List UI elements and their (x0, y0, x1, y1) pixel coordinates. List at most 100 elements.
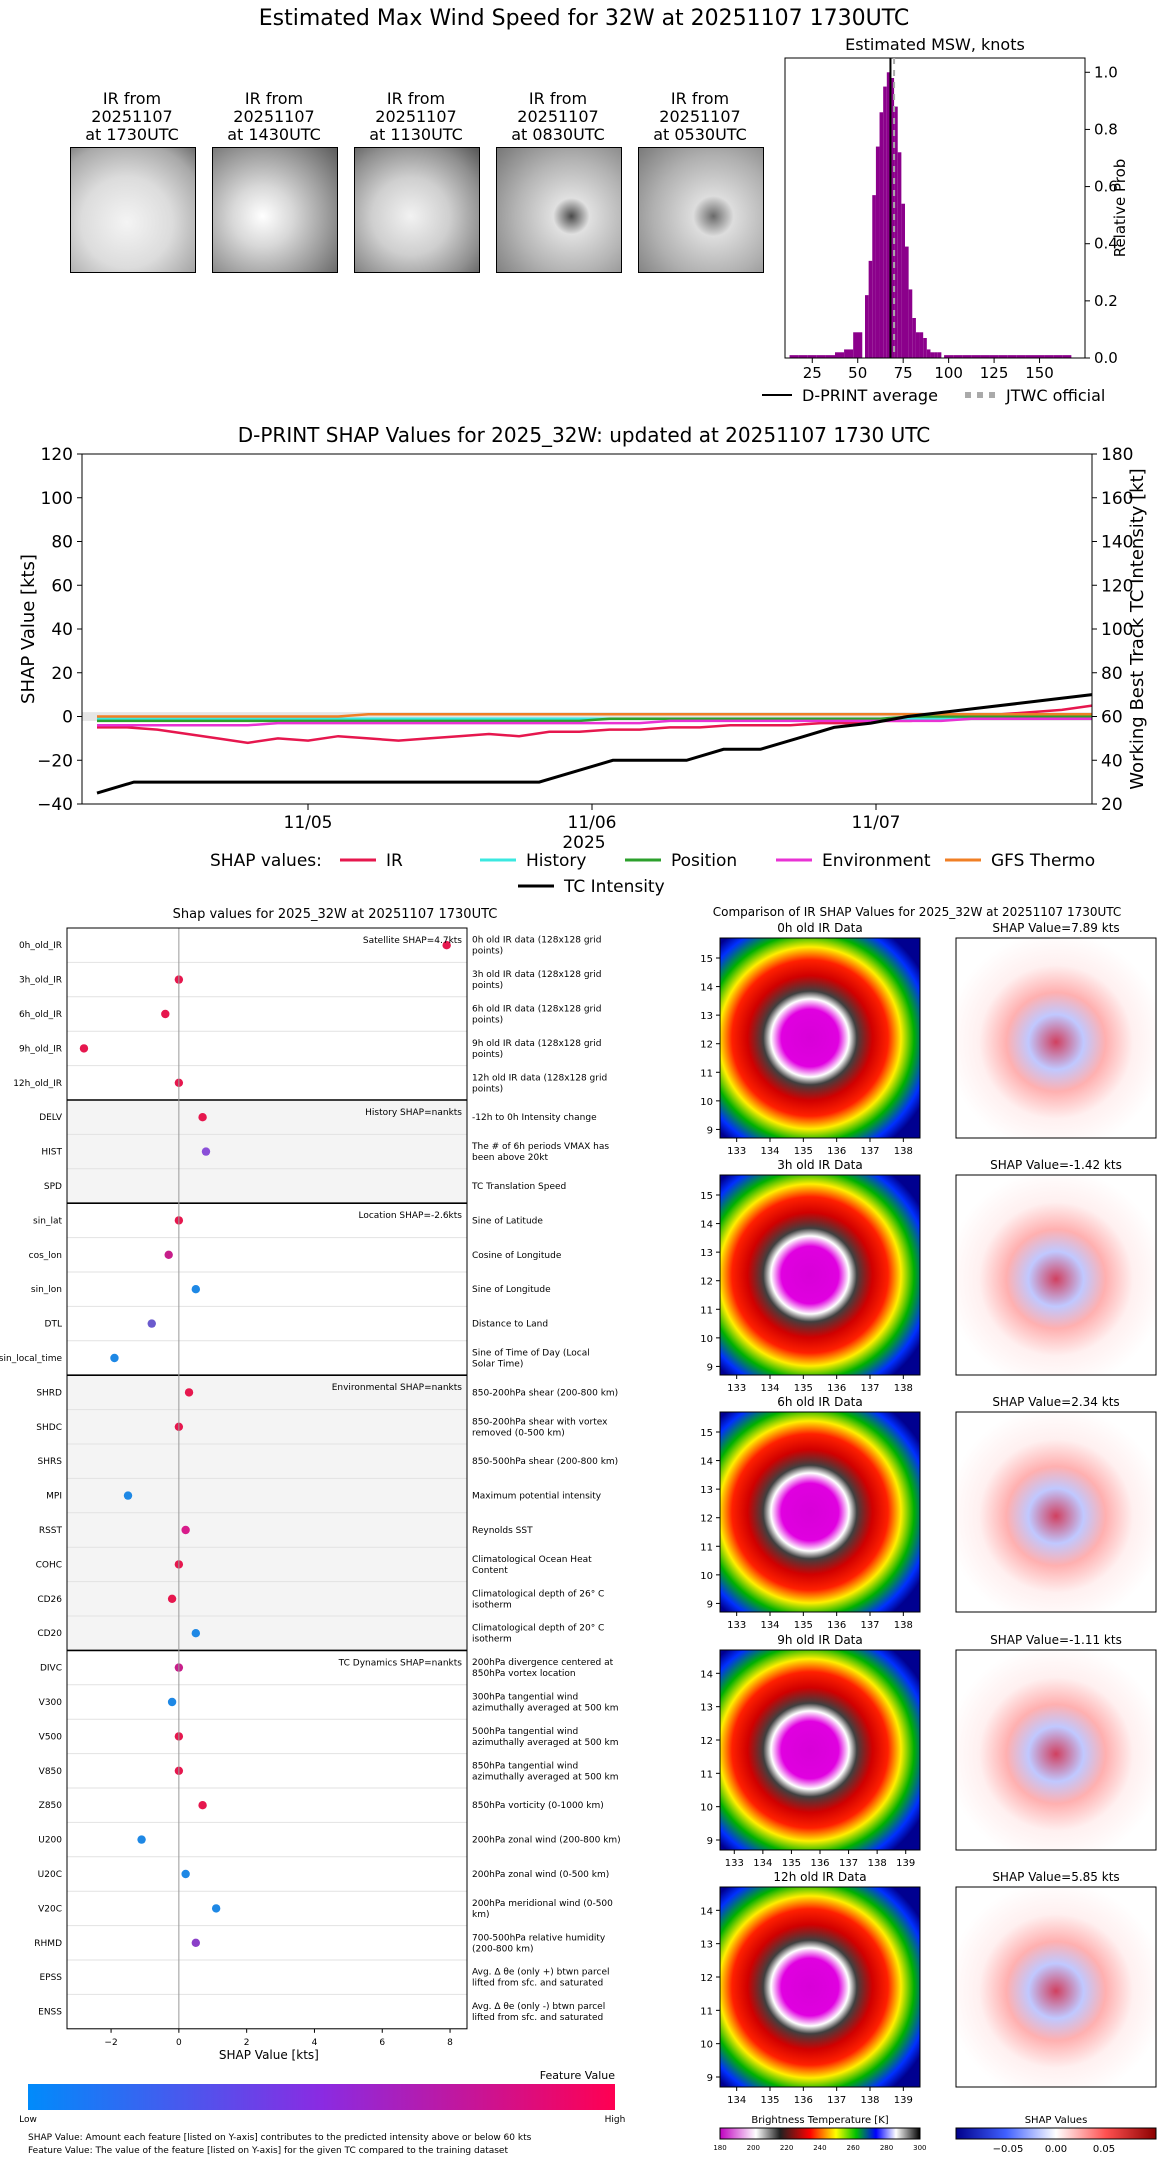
ir-x-tick-label: 135 (794, 1146, 813, 1157)
y2-tick-label: 40 (1101, 751, 1123, 771)
ir-y-tick-label: 14 (700, 1906, 713, 1917)
group-band (67, 1100, 467, 1204)
feature-name: sin_lon (31, 1285, 62, 1295)
feature-name: CD20 (37, 1629, 62, 1639)
feature-description: isotherm (472, 1635, 512, 1645)
ir-y-tick-label: 14 (700, 1220, 713, 1231)
ir-y-tick-label: 15 (700, 954, 713, 965)
feature-description: azimuthally averaged at 500 km (472, 1704, 619, 1714)
feature-description: Solar Time) (472, 1360, 523, 1370)
colorbar-low: Low (19, 2115, 37, 2125)
ir-x-tick-label: 139 (896, 1858, 915, 1869)
ir-y-tick-label: 13 (700, 1011, 713, 1022)
feature-description: isotherm (472, 1600, 512, 1610)
group-label: Environmental SHAP=nankts (332, 1383, 463, 1393)
histogram-bar (905, 246, 909, 358)
ir-x-tick-label: 136 (827, 1146, 846, 1157)
x-tick-label: 25 (803, 364, 822, 382)
ir-y-tick-label: 13 (700, 1940, 713, 1951)
feature-description: 200hPa divergence centered at (472, 1658, 614, 1668)
feature-name: MPI (46, 1492, 62, 1502)
y2-tick-label: 20 (1101, 795, 1123, 815)
legend-entry: TC Intensity (563, 877, 665, 897)
feature-name: 0h_old_IR (19, 941, 62, 951)
feature-description: Sine of Latitude (472, 1216, 543, 1226)
y2-tick-label: 180 (1101, 445, 1133, 465)
feature-description: removed (0-500 km) (472, 1428, 565, 1438)
y-tick-label: 0.4 (1094, 235, 1118, 253)
ir-x-tick-label: 135 (760, 2095, 779, 2106)
colorbar-high: High (605, 2115, 626, 2125)
ir-y-tick-label: 13 (700, 1703, 713, 1714)
histogram-bar (923, 338, 927, 358)
feature-description: 200hPa zonal wind (0-500 km) (472, 1870, 609, 1880)
msw-histogram: Estimated MSW, knots 25 50 75 100 125 150 0.0 0.… (762, 35, 1129, 405)
ir-x-tick-label: 138 (894, 1146, 913, 1157)
timeseries-frame (81, 453, 1093, 805)
legend-entry: IR (386, 851, 403, 871)
y2-tick-label: 100 (1101, 620, 1133, 640)
ir-panel-title: 12h old IR Data (773, 1870, 866, 1884)
histogram-bar (919, 332, 924, 358)
feature-description: points) (472, 1084, 503, 1094)
feature-name: SPD (44, 1182, 62, 1192)
histogram-bar (825, 355, 835, 358)
feature-description: Sine of Time of Day (Local (472, 1349, 590, 1359)
shap-feature-chart: Shap values for 2025_32W at 20251107 173… (0, 907, 626, 2156)
histogram-bar (1044, 355, 1054, 358)
x-tick-label: 4 (312, 2038, 318, 2048)
histogram-title: Estimated MSW, knots (845, 35, 1025, 54)
group-label: Satellite SHAP=4.7kts (363, 936, 462, 946)
feature-name: 9h_old_IR (19, 1044, 62, 1054)
feature-description: Sine of Longitude (472, 1285, 551, 1295)
group-label: History SHAP=nankts (365, 1108, 462, 1118)
histogram-bar (844, 349, 854, 358)
y2-axis-label: Working Best Track TC Intensity [kt] (1127, 468, 1148, 789)
y-axis-label: SHAP Value [kts] (18, 554, 39, 704)
histogram-frame (784, 57, 1086, 359)
ir-thumb-image (354, 147, 480, 273)
series-line-environment (97, 717, 1092, 727)
ir-y-tick-label: 11 (700, 1542, 713, 1553)
ir-y-tick-label: 14 (700, 1669, 713, 1680)
histogram-bar (835, 352, 845, 358)
ir-y-tick-label: 15 (700, 1428, 713, 1439)
ir-y-tick-label: 10 (700, 1571, 713, 1582)
x-tick-label: 11/07 (852, 813, 901, 833)
shap-panel-image (955, 1649, 1157, 1851)
ir-x-tick-label: 136 (827, 1383, 846, 1394)
feature-name: 6h_old_IR (19, 1010, 62, 1020)
ir-x-tick-label: 138 (860, 2095, 879, 2106)
feature-shap-point (164, 1250, 173, 1259)
feature-shap-point (191, 1285, 201, 1294)
shap-panel-title: SHAP Value=5.85 kts (992, 1870, 1119, 1884)
feature-shap-point (184, 1388, 194, 1397)
legend-title: SHAP values: (210, 851, 322, 871)
feature-name: SHRD (36, 1388, 62, 1398)
histogram-bar (886, 72, 891, 359)
x-tick-label: 6 (379, 2038, 385, 2048)
feature-description: (200-800 km) (472, 1944, 533, 1954)
ir-shap-comparison: Comparison of IR SHAP Values for 2025_32… (700, 905, 1157, 2155)
feature-shap-point (167, 1697, 177, 1707)
ir-x-tick-label: 136 (794, 2095, 813, 2106)
ir-panel-title: 9h old IR Data (777, 1633, 863, 1647)
feature-description: 700-500hPa relative humidity (472, 1933, 606, 1943)
feature-name: V850 (39, 1767, 63, 1777)
legend-jtwc: JTWC official (1005, 386, 1105, 405)
timeseries-title: D-PRINT SHAP Values for 2025_32W: update… (238, 423, 930, 447)
ir-y-tick-label: 11 (700, 2006, 713, 2017)
feature-name: RHMD (34, 1939, 62, 1949)
feature-description: 850hPa vortex location (472, 1669, 576, 1679)
histogram-bar (807, 355, 817, 358)
ir-x-tick-label: 133 (727, 1146, 746, 1157)
footnote-feature: Feature Value: The value of the feature … (28, 2146, 508, 2156)
feature-description: The # of 6h periods VMAX has (471, 1142, 609, 1152)
feature-description: 850-200hPa shear (200-800 km) (472, 1388, 618, 1398)
feature-shap-point (211, 1904, 221, 1913)
y2-tick-label: 140 (1101, 533, 1133, 553)
histogram-bar (901, 203, 905, 358)
ir-x-tick-label: 137 (839, 1858, 858, 1869)
y-tick-label: −40 (37, 795, 73, 815)
ir-x-tick-label: 135 (794, 1620, 813, 1631)
